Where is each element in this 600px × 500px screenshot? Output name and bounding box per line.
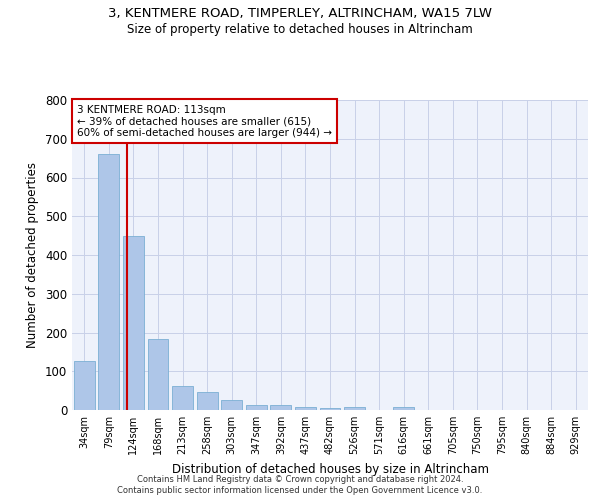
Text: 3, KENTMERE ROAD, TIMPERLEY, ALTRINCHAM, WA15 7LW: 3, KENTMERE ROAD, TIMPERLEY, ALTRINCHAM,… — [108, 8, 492, 20]
Bar — [98, 154, 119, 410]
Bar — [271, 404, 292, 410]
Bar — [221, 400, 242, 410]
Bar — [295, 406, 316, 410]
Bar — [344, 407, 365, 410]
Text: Contains HM Land Registry data © Crown copyright and database right 2024.: Contains HM Land Registry data © Crown c… — [137, 475, 463, 484]
Bar — [197, 392, 218, 410]
Bar — [74, 361, 95, 410]
Bar — [393, 407, 414, 410]
Text: 3 KENTMERE ROAD: 113sqm
← 39% of detached houses are smaller (615)
60% of semi-d: 3 KENTMERE ROAD: 113sqm ← 39% of detache… — [77, 104, 332, 138]
Text: Size of property relative to detached houses in Altrincham: Size of property relative to detached ho… — [127, 22, 473, 36]
Text: Contains public sector information licensed under the Open Government Licence v3: Contains public sector information licen… — [118, 486, 482, 495]
Bar — [148, 339, 169, 410]
Bar — [246, 406, 267, 410]
Bar — [172, 386, 193, 410]
Bar — [320, 408, 340, 410]
X-axis label: Distribution of detached houses by size in Altrincham: Distribution of detached houses by size … — [172, 462, 488, 475]
Y-axis label: Number of detached properties: Number of detached properties — [26, 162, 40, 348]
Bar — [123, 236, 144, 410]
